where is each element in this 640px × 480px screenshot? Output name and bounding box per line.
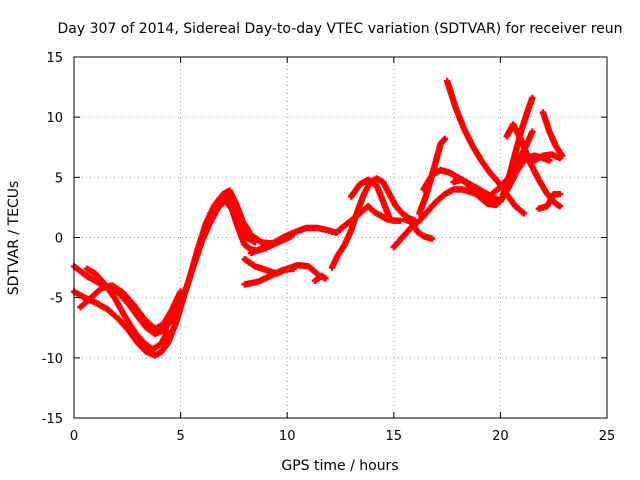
x-tick-label: 15 — [386, 429, 403, 444]
y-tick-label: 0 — [55, 232, 63, 247]
data-point-marker — [441, 135, 449, 142]
x-axis-label: GPS time / hours — [281, 458, 398, 474]
data-point-marker — [556, 154, 564, 162]
grid-lines — [74, 57, 607, 418]
y-tick-label: -15 — [42, 412, 63, 427]
series-track-17 — [443, 77, 528, 217]
y-tick-label: 5 — [55, 171, 63, 186]
y-tick-label: -5 — [50, 292, 63, 307]
data-points — [70, 77, 566, 359]
chart-title: Day 307 of 2014, Sidereal Day-to-day VTE… — [57, 21, 622, 37]
series-track-8 — [247, 233, 295, 257]
x-tick-labels: 0 5 10 15 20 25 — [70, 429, 615, 444]
data-point-marker — [252, 239, 259, 246]
y-tick-label: 10 — [46, 111, 63, 126]
y-axis-label: SDTVAR / TECUs — [6, 181, 22, 296]
series-track-9 — [311, 272, 329, 284]
data-point-marker — [546, 157, 553, 164]
series-track-19 — [488, 128, 536, 198]
y-tick-labels: -15 -10 -5 0 5 10 15 — [42, 51, 63, 427]
data-point-marker — [164, 328, 171, 335]
series-track-12 — [348, 176, 393, 222]
data-point-marker — [290, 265, 297, 272]
data-point-marker — [556, 191, 564, 198]
y-tick-label: -10 — [42, 352, 63, 367]
data-point-marker — [397, 217, 404, 224]
data-point-marker — [322, 275, 329, 282]
data-point-marker — [177, 288, 184, 295]
series-track-7 — [241, 265, 297, 288]
series-track-14 — [401, 216, 436, 242]
series-track-11 — [333, 203, 404, 236]
series-track-24 — [531, 151, 564, 164]
y-tick-label: 15 — [46, 51, 63, 66]
series-track-22 — [535, 191, 564, 212]
x-tick-label: 0 — [70, 429, 78, 444]
x-tick-label: 20 — [492, 429, 509, 444]
data-point-marker — [556, 203, 564, 210]
x-tick-label: 10 — [279, 429, 296, 444]
axis-ticks — [73, 56, 608, 419]
data-point-marker — [386, 215, 393, 222]
data-point-marker — [429, 235, 436, 242]
data-point-marker — [520, 210, 528, 217]
series-track-5 — [207, 193, 259, 246]
x-tick-label: 25 — [599, 429, 616, 444]
data-point-marker — [288, 233, 295, 240]
series-track-4 — [83, 265, 171, 353]
x-tick-label: 5 — [176, 429, 184, 444]
series-track-3 — [77, 282, 184, 333]
series-track-23 — [539, 109, 566, 159]
data-point-marker — [529, 128, 536, 135]
data-point-marker — [529, 94, 536, 102]
